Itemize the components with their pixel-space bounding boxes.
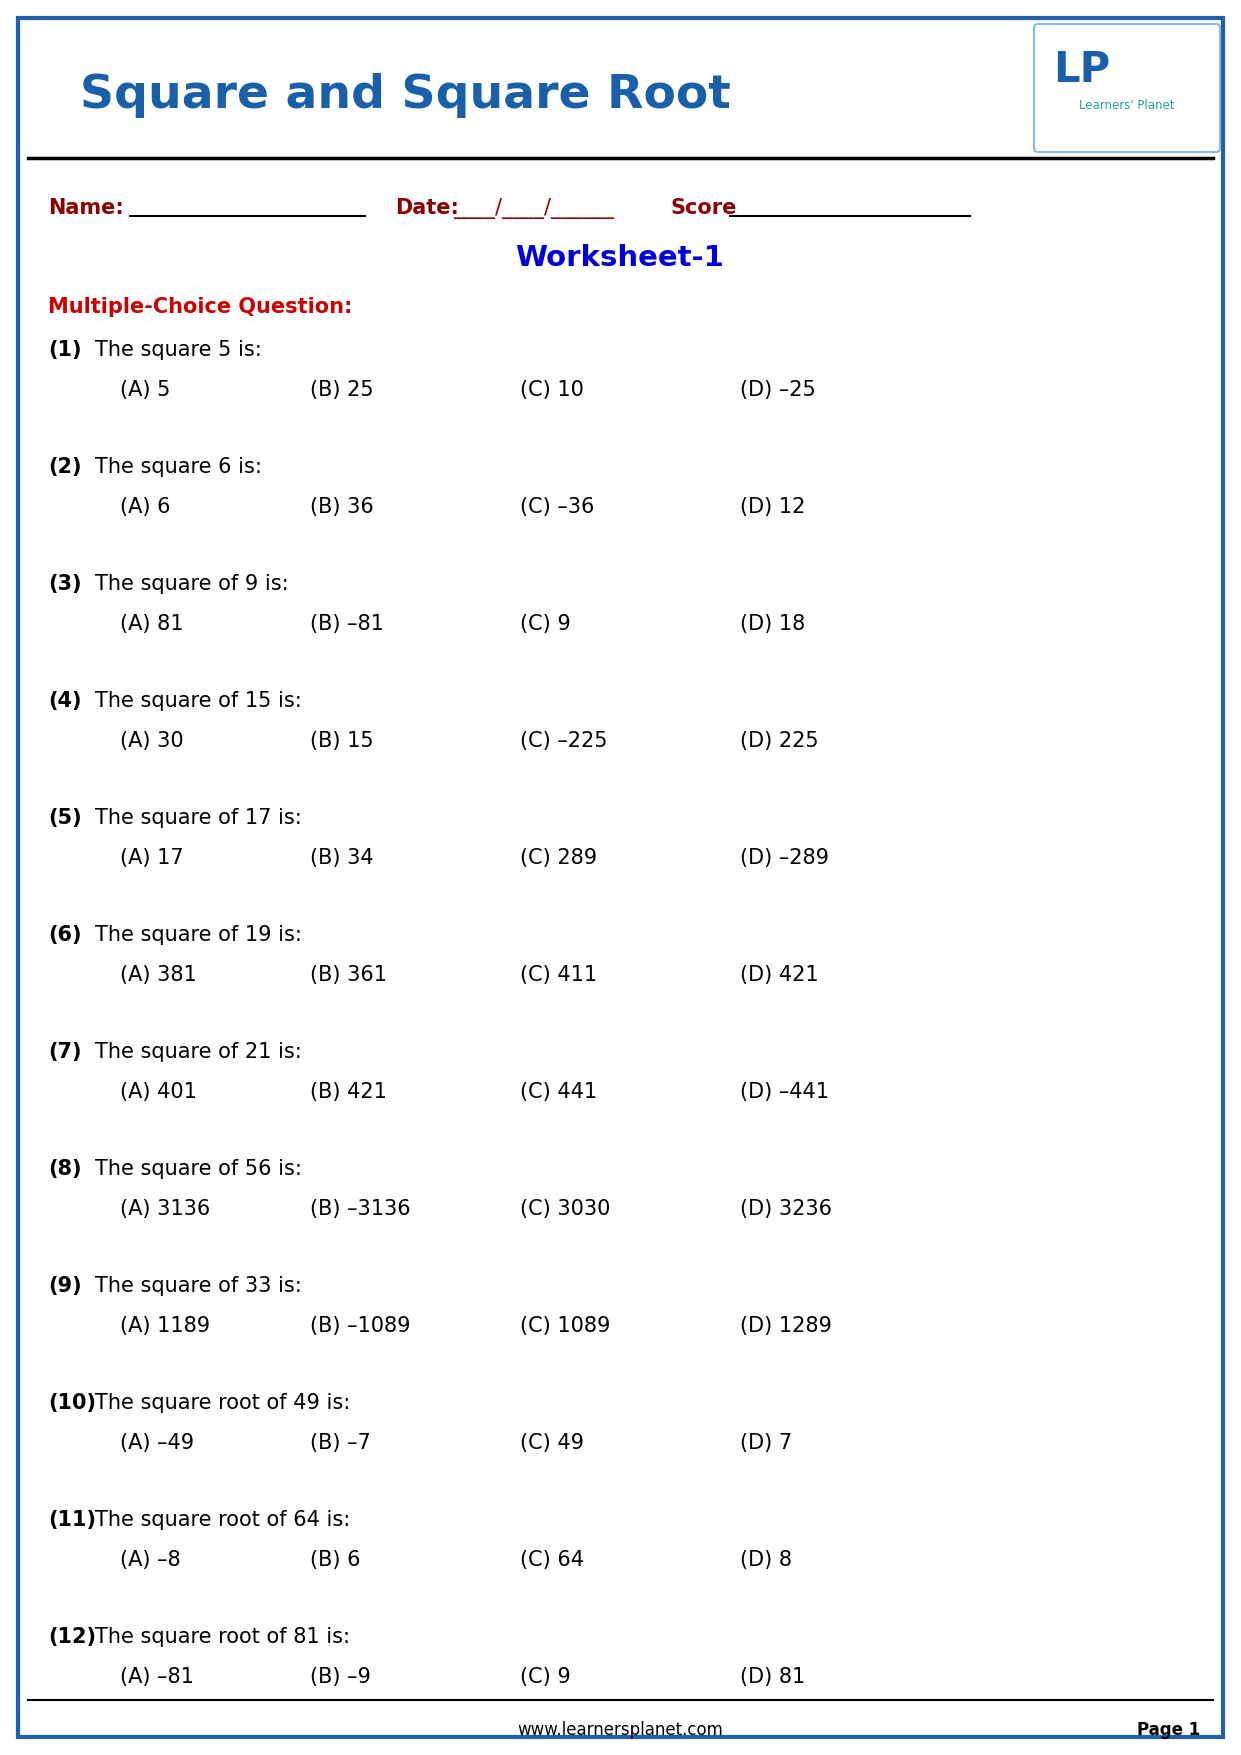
Text: (11): (11) (48, 1509, 96, 1530)
Text: (D) 12: (D) 12 (740, 497, 805, 518)
Text: (D) 81: (D) 81 (740, 1667, 805, 1687)
Text: The square of 33 is:: The square of 33 is: (96, 1276, 302, 1295)
Text: (D) –25: (D) –25 (740, 381, 815, 400)
Text: LP: LP (315, 605, 925, 1035)
Text: (C) –225: (C) –225 (520, 732, 608, 751)
Text: (3): (3) (48, 574, 82, 593)
FancyBboxPatch shape (1034, 25, 1220, 153)
Text: (A) 401: (A) 401 (120, 1083, 197, 1102)
Text: (A) 81: (A) 81 (120, 614, 184, 634)
Text: Worksheet-1: Worksheet-1 (515, 244, 725, 272)
Text: (1): (1) (48, 340, 82, 360)
Text: (C) 289: (C) 289 (520, 848, 597, 869)
Text: The square of 9 is:: The square of 9 is: (96, 574, 289, 593)
FancyBboxPatch shape (19, 18, 1222, 1737)
Text: (C) 9: (C) 9 (520, 1667, 571, 1687)
Text: (B) 34: (B) 34 (310, 848, 374, 869)
Text: (A) 3136: (A) 3136 (120, 1199, 210, 1220)
Text: Score: Score (670, 198, 736, 218)
Text: (C) 10: (C) 10 (520, 381, 583, 400)
Text: (12): (12) (48, 1627, 96, 1646)
Text: ____/____/______: ____/____/______ (453, 198, 614, 219)
Text: (D) 1289: (D) 1289 (740, 1316, 831, 1336)
Text: The square 5 is:: The square 5 is: (96, 340, 262, 360)
Text: (A) 5: (A) 5 (120, 381, 170, 400)
Text: (A) –49: (A) –49 (120, 1434, 194, 1453)
Text: (A) –81: (A) –81 (120, 1667, 194, 1687)
Text: Date:: Date: (395, 198, 459, 218)
Text: (C) 441: (C) 441 (520, 1083, 597, 1102)
Text: The square 6 is:: The square 6 is: (96, 456, 262, 477)
Text: Name:: Name: (48, 198, 124, 218)
Text: (2): (2) (48, 456, 82, 477)
Text: Square and Square Root: Square and Square Root (79, 72, 731, 118)
Text: (C) 1089: (C) 1089 (520, 1316, 611, 1336)
Text: (C) 64: (C) 64 (520, 1550, 585, 1571)
Text: (B) –81: (B) –81 (310, 614, 383, 634)
Text: (D) 18: (D) 18 (740, 614, 805, 634)
Text: (A) 17: (A) 17 (120, 848, 184, 869)
Text: (4): (4) (48, 691, 82, 711)
Text: (B) 6: (B) 6 (310, 1550, 360, 1571)
Text: (B) –1089: (B) –1089 (310, 1316, 411, 1336)
Text: (8): (8) (48, 1158, 82, 1179)
Text: (B) 361: (B) 361 (310, 965, 387, 985)
Text: Page 1: Page 1 (1137, 1722, 1200, 1739)
Text: (C) –36: (C) –36 (520, 497, 594, 518)
Text: (D) –441: (D) –441 (740, 1083, 829, 1102)
Text: The square root of 64 is:: The square root of 64 is: (96, 1509, 350, 1530)
Text: (B) 421: (B) 421 (310, 1083, 387, 1102)
Text: (D) 8: (D) 8 (740, 1550, 792, 1571)
Text: (5): (5) (48, 807, 82, 828)
Text: (B) 15: (B) 15 (310, 732, 374, 751)
Text: (B) 25: (B) 25 (310, 381, 374, 400)
Text: (C) 3030: (C) 3030 (520, 1199, 611, 1220)
Text: Multiple-Choice Question:: Multiple-Choice Question: (48, 297, 352, 318)
Text: (10): (10) (48, 1393, 96, 1413)
Text: LP: LP (1054, 49, 1111, 91)
Text: The square of 17 is:: The square of 17 is: (96, 807, 302, 828)
Text: Learners' Planet: Learners' Planet (1080, 98, 1175, 112)
Text: (C) 9: (C) 9 (520, 614, 571, 634)
Text: (7): (7) (48, 1042, 82, 1062)
Text: The square of 21 is:: The square of 21 is: (96, 1042, 302, 1062)
Text: The square of 19 is:: The square of 19 is: (96, 925, 302, 944)
Text: (6): (6) (48, 925, 82, 944)
Text: The square root of 81 is:: The square root of 81 is: (96, 1627, 350, 1646)
Text: (A) –8: (A) –8 (120, 1550, 181, 1571)
Text: (A) 381: (A) 381 (120, 965, 197, 985)
Text: (A) 30: (A) 30 (120, 732, 184, 751)
Text: www.learnersplanet.com: www.learnersplanet.com (517, 1722, 724, 1739)
Text: (D) 421: (D) 421 (740, 965, 819, 985)
Text: The square of 56 is:: The square of 56 is: (96, 1158, 302, 1179)
Text: (D) 7: (D) 7 (740, 1434, 792, 1453)
Text: (B) –9: (B) –9 (310, 1667, 371, 1687)
Text: (C) 49: (C) 49 (520, 1434, 585, 1453)
Text: (9): (9) (48, 1276, 82, 1295)
Text: (B) –3136: (B) –3136 (310, 1199, 411, 1220)
Text: (C) 411: (C) 411 (520, 965, 597, 985)
Text: (D) 225: (D) 225 (740, 732, 819, 751)
Text: The square of 15 is:: The square of 15 is: (96, 691, 302, 711)
Text: (D) –289: (D) –289 (740, 848, 829, 869)
Text: (A) 1189: (A) 1189 (120, 1316, 210, 1336)
Text: (D) 3236: (D) 3236 (740, 1199, 831, 1220)
Text: (A) 6: (A) 6 (120, 497, 170, 518)
Text: (B) –7: (B) –7 (310, 1434, 371, 1453)
Text: (B) 36: (B) 36 (310, 497, 374, 518)
Text: The square root of 49 is:: The square root of 49 is: (96, 1393, 350, 1413)
